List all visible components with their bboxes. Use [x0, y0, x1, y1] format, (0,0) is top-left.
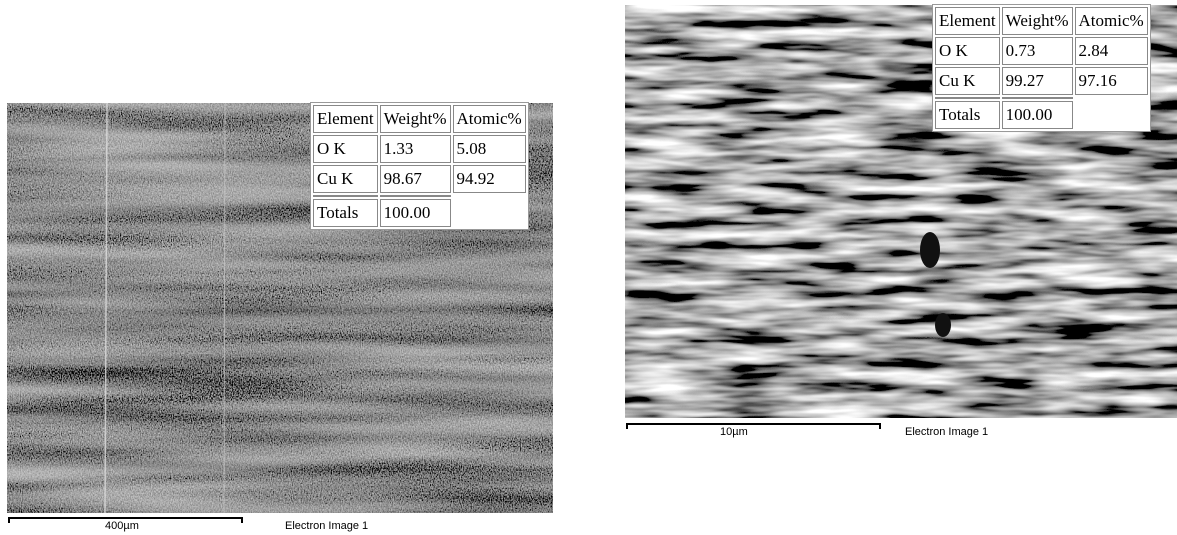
cell: Totals	[935, 101, 1000, 129]
cell: 100.00	[1001, 101, 1073, 129]
cell: O K	[935, 37, 1000, 65]
cell: 100.00	[379, 199, 451, 227]
cell: 98.67	[379, 165, 451, 193]
header-cell: Atomic%	[452, 105, 526, 133]
cell: Cu K	[313, 165, 378, 193]
caption: Electron Image 1	[905, 426, 989, 438]
cell: 0.73	[1001, 37, 1073, 65]
cell: 99.27	[1001, 67, 1073, 95]
cell: Cu K	[935, 67, 1000, 95]
scale-bar	[626, 423, 881, 429]
scale-label: 400µm	[105, 520, 139, 532]
header-cell: Weight%	[1001, 7, 1073, 35]
eds-table: Element Weight% Atomic% O K 0.73 2.84 Cu K 99…	[932, 4, 1151, 132]
cell: O K	[313, 135, 378, 163]
header-cell: Element	[313, 105, 378, 133]
cell: 1.33	[379, 135, 451, 163]
cell: 97.16	[1074, 67, 1148, 95]
cell: 2.84	[1074, 37, 1148, 65]
cell: 5.08	[452, 135, 526, 163]
cell: 94.92	[452, 165, 526, 193]
eds-table: Element Weight% Atomic% O K 1.33 5.08 Cu K 98…	[310, 102, 529, 230]
cell: Totals	[313, 199, 378, 227]
scale-bar	[8, 517, 243, 523]
scale-label: 10µm	[720, 426, 748, 438]
caption: Electron Image 1	[285, 520, 369, 532]
header-cell: Atomic%	[1074, 7, 1148, 35]
header-cell: Weight%	[379, 105, 451, 133]
header-cell: Element	[935, 7, 1000, 35]
